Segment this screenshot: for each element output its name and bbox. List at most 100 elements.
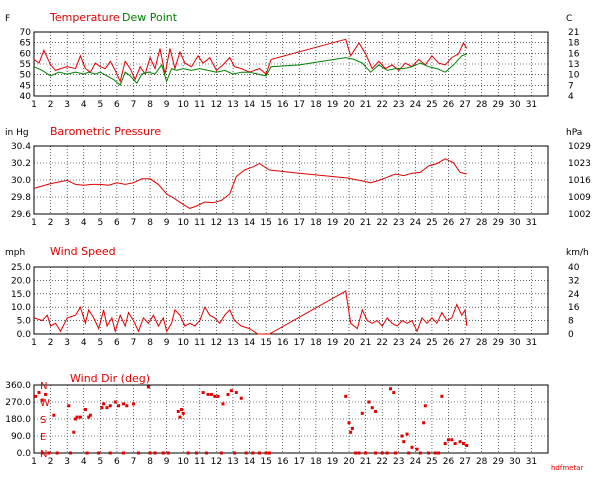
data-point — [102, 402, 106, 406]
data-point — [122, 451, 126, 455]
series-line-barometric-pressure — [33, 158, 467, 209]
x-tick-label: 15 — [260, 338, 271, 348]
x-tick-label: 10 — [177, 100, 189, 110]
data-point — [34, 394, 38, 398]
data-point — [108, 404, 112, 408]
x-tick-label: 20 — [343, 100, 355, 110]
wind-direction-label: S — [40, 415, 46, 426]
x-tick-label: 4 — [81, 100, 87, 110]
x-tick-label: 25 — [426, 338, 437, 348]
x-tick-label: 27 — [459, 218, 470, 228]
data-point — [350, 426, 354, 430]
x-tick-label: 11 — [194, 338, 205, 348]
data-point — [67, 404, 71, 408]
x-tick-label: 23 — [393, 218, 404, 228]
x-tick-label: 3 — [64, 100, 70, 110]
right-unit-label: km/h — [566, 248, 589, 258]
x-tick-label: 31 — [526, 338, 537, 348]
x-tick-label: 7 — [131, 100, 137, 110]
x-tick-label: 19 — [327, 218, 339, 228]
x-tick-label: 20 — [343, 338, 355, 348]
data-point — [443, 442, 447, 446]
y-tick-label: 40 — [20, 92, 32, 102]
data-point — [239, 396, 243, 400]
data-point — [392, 391, 396, 395]
x-tick-label: 2 — [48, 457, 54, 467]
x-tick-label: 21 — [360, 100, 371, 110]
y-tick-label-right: 40 — [568, 263, 580, 273]
data-point — [437, 451, 441, 455]
x-tick-label: 18 — [310, 457, 322, 467]
x-tick-label: 20 — [343, 457, 355, 467]
x-tick-label: 10 — [177, 457, 189, 467]
y-tick-label: 30.4 — [11, 142, 31, 152]
x-tick-label: 25 — [426, 100, 437, 110]
x-tick-label: 18 — [310, 100, 322, 110]
data-point — [433, 451, 437, 455]
data-point — [354, 451, 358, 455]
y-tick-label: 90.0 — [11, 432, 31, 442]
data-point — [385, 451, 389, 455]
x-tick-label: 14 — [244, 338, 256, 348]
x-tick-label: 8 — [147, 218, 153, 228]
data-point — [344, 394, 348, 398]
x-tick-label: 18 — [310, 218, 322, 228]
x-tick-label: 12 — [211, 218, 222, 228]
data-point — [40, 398, 44, 402]
data-point — [75, 415, 79, 419]
x-tick-label: 29 — [493, 218, 505, 228]
x-tick-label: 5 — [97, 218, 103, 228]
x-tick-label: 12 — [211, 457, 222, 467]
x-tick-label: 28 — [476, 100, 488, 110]
chart-title: Wind Dir (deg) — [70, 372, 150, 385]
x-tick-label: 1 — [31, 218, 37, 228]
series-line-temperature — [33, 38, 468, 83]
data-point — [153, 451, 157, 455]
data-point — [37, 391, 41, 395]
left-unit-label: mph — [5, 248, 25, 258]
data-point — [233, 451, 237, 455]
y-tick-label-right: 4 — [568, 92, 574, 102]
y-tick-label: 29.8 — [11, 193, 31, 203]
data-point — [427, 451, 431, 455]
chart-title-secondary: Dew Point — [122, 11, 178, 24]
data-point — [229, 389, 233, 393]
x-tick-label: 30 — [509, 457, 521, 467]
wind-direction-label: E — [40, 432, 46, 443]
data-point — [221, 402, 225, 406]
data-point — [136, 451, 140, 455]
x-tick-label: 3 — [64, 338, 70, 348]
data-point — [201, 391, 205, 395]
data-point — [410, 445, 414, 449]
data-point — [161, 451, 165, 455]
x-tick-label: 3 — [64, 218, 70, 228]
x-tick-label: 11 — [194, 218, 205, 228]
y-tick-label: 45 — [20, 81, 31, 91]
x-tick-label: 17 — [294, 100, 305, 110]
x-tick-label: 13 — [227, 338, 238, 348]
x-tick-label: 13 — [227, 218, 238, 228]
data-point — [108, 451, 112, 455]
x-tick-label: 7 — [131, 338, 137, 348]
data-point — [407, 451, 411, 455]
x-tick-label: 2 — [48, 218, 54, 228]
watermark-text: hdfmetar — [551, 464, 584, 472]
data-point — [367, 400, 371, 404]
data-point — [209, 392, 213, 396]
x-tick-label: 26 — [443, 338, 455, 348]
y-tick-label: 360.0 — [5, 381, 31, 391]
data-point — [100, 406, 104, 410]
y-tick-label-right: 8 — [568, 317, 574, 327]
y-tick-label-right: 0 — [568, 330, 574, 340]
data-point — [461, 442, 465, 446]
x-tick-label: 29 — [493, 100, 505, 110]
data-point — [186, 451, 190, 455]
x-tick-label: 31 — [526, 100, 537, 110]
data-point — [422, 421, 426, 425]
data-point — [458, 440, 462, 444]
data-point — [88, 413, 92, 417]
x-tick-label: 21 — [360, 218, 371, 228]
x-tick-label: 10 — [177, 218, 189, 228]
x-tick-label: 12 — [211, 338, 222, 348]
x-tick-label: 25 — [426, 218, 437, 228]
